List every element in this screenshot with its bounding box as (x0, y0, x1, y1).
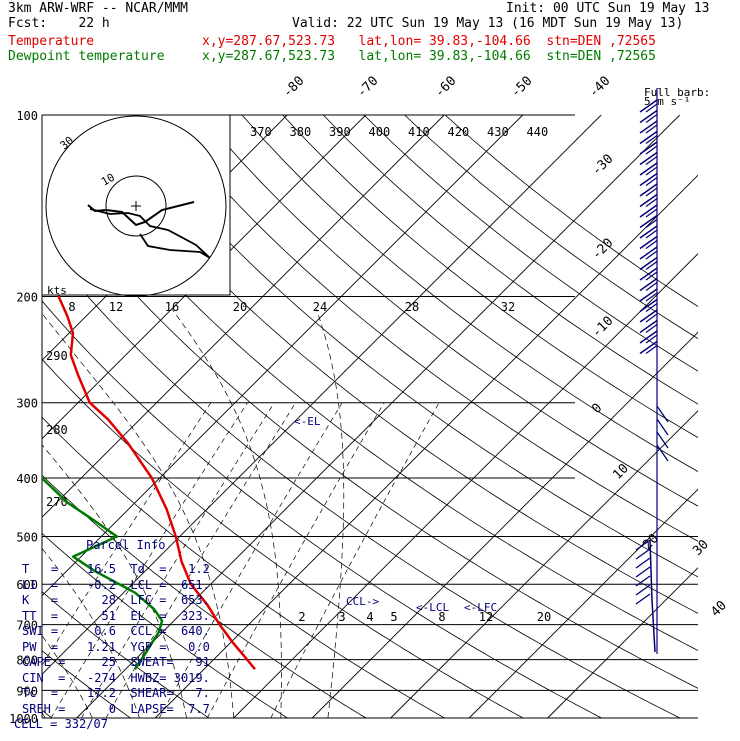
isotherm-line (391, 115, 740, 718)
dry-adiabat-tick-label: 420 (448, 125, 470, 139)
dry-adiabat-line (364, 115, 740, 718)
wind-barb (646, 220, 657, 228)
parcel-row: T = 16.5 Td = 1.2 (22, 562, 210, 578)
mixing-ratio-tick-label: 3 (338, 610, 345, 624)
lcl-annotation: <-LCL (416, 601, 449, 614)
isotherm-tick-label: -10 (589, 314, 616, 341)
mixing-ratio-line (271, 403, 439, 718)
dry-adiabat-tick-label: 430 (487, 125, 509, 139)
isotherm-line (155, 115, 740, 718)
parcel-row: CIN = -274 HWBZ= 3019. (22, 671, 210, 687)
dry-adiabat-tick-label: 270 (46, 495, 68, 509)
mixing-ratio-tick-label: 12 (109, 300, 123, 314)
isotherm-tick-label: -60 (432, 74, 459, 101)
wind-barb (646, 304, 657, 312)
mixing-ratio-tick-label: 32 (501, 300, 515, 314)
wind-barb (646, 178, 657, 186)
isotherm-tick-label: -40 (586, 74, 613, 101)
wind-barb (646, 230, 657, 238)
wind-barb (646, 314, 657, 322)
isotherm-tick-label: -50 (508, 74, 535, 101)
isotherm-line (548, 115, 740, 718)
mixing-ratio-tick-label: 5 (390, 610, 397, 624)
parcel-row: K = 28 LFC = 653. (22, 593, 210, 609)
dry-adiabat-tick-label: 410 (408, 125, 430, 139)
wind-barb (646, 115, 657, 123)
mixing-ratio-tick-label: 8 (68, 300, 75, 314)
wind-barb (646, 188, 657, 196)
parcel-info-title: Parcel Info (86, 538, 165, 554)
wind-barb (636, 567, 650, 577)
hodograph-units-label: kts (47, 284, 67, 297)
wind-barb (646, 283, 657, 291)
wind-barb (646, 262, 657, 270)
dry-adiabat-tick-label: 380 (290, 125, 312, 139)
isotherm-tick-label: -20 (589, 236, 616, 263)
wind-barb (646, 209, 657, 217)
isotherm-line (469, 115, 740, 718)
dry-adiabat-line (201, 115, 740, 718)
mixing-ratio-tick-label: 2 (298, 610, 305, 624)
pressure-tick-label: 300 (16, 397, 38, 411)
el-annotation: <-EL (294, 415, 321, 428)
pressure-tick-label: 400 (16, 472, 38, 486)
wind-barb (657, 419, 668, 435)
ccl-annotation: CCL-> (346, 595, 379, 608)
dry-adiabat-tick-label: 370 (250, 125, 272, 139)
wind-barb (646, 167, 657, 175)
isotherm-tick-label: 30 (690, 537, 712, 559)
mixing-ratio-tick-label: 20 (233, 300, 247, 314)
dry-adiabat-tick-label: 440 (527, 125, 549, 139)
isotherm-tick-label: -80 (280, 74, 307, 101)
parcel-row: PW = 1.21 YGP = 0.0 (22, 640, 210, 656)
dry-adiabat-tick-label: 280 (46, 423, 68, 437)
wind-barb (646, 241, 657, 249)
dry-adiabat-tick-label: 390 (329, 125, 351, 139)
parcel-row: CAPE = 25 SWEAT= 91 (22, 655, 210, 671)
lfc-annotation: <-LFC (464, 601, 497, 614)
wind-barb (646, 199, 657, 207)
wind-barb (646, 251, 657, 259)
isotherm-line (312, 115, 740, 718)
parcel-row: CELL = 332/07 (14, 717, 108, 733)
parcel-row: Tc = 17.2 SHEAR= 7. (22, 686, 210, 702)
wind-barb (636, 594, 650, 604)
parcel-row: LI = -0.2 LCL = 651. (22, 578, 210, 594)
wind-barb (646, 157, 657, 165)
isotherm-tick-label: -30 (589, 152, 616, 179)
mixing-ratio-tick-label: 24 (313, 300, 327, 314)
barb-legend-line2: 5 m s⁻¹ (644, 95, 690, 108)
wind-barb (636, 549, 650, 559)
dry-adiabat-line (323, 115, 740, 718)
wind-barb (636, 558, 650, 568)
wind-barb (646, 325, 657, 333)
mixing-ratio-tick-label: 4 (366, 610, 373, 624)
dry-adiabat-line (405, 115, 740, 718)
parcel-row: SWI = 0.6 CCL = 640. (22, 624, 210, 640)
pressure-tick-label: 100 (16, 109, 38, 123)
wind-barb (636, 585, 650, 595)
wind-barbs (636, 88, 668, 654)
mixing-ratio-tick-label: 28 (405, 300, 419, 314)
isotherm-tick-label: 40 (708, 598, 730, 620)
dry-adiabat-line (445, 115, 740, 718)
mixing-ratio-tick-label: 16 (165, 300, 179, 314)
isotherm-tick-label: -70 (354, 74, 381, 101)
hodograph: kts 10 30 (42, 115, 230, 297)
pressure-tick-label: 200 (16, 291, 38, 305)
parcel-row: SREH = 0 LAPSE= 7.7 (22, 702, 210, 718)
wind-barb (646, 346, 657, 354)
dry-adiabat-tick-label: 290 (46, 349, 68, 363)
parcel-info-panel: Parcel Info T = 16.5 Td = 1.2 LI = -0.2 … (8, 538, 236, 728)
parcel-row: TT = 51 EL = 323. (22, 609, 210, 625)
mixing-ratio-tick-label: 20 (537, 610, 551, 624)
wind-barb (646, 125, 657, 133)
dry-adiabat-tick-label: 400 (369, 125, 391, 139)
